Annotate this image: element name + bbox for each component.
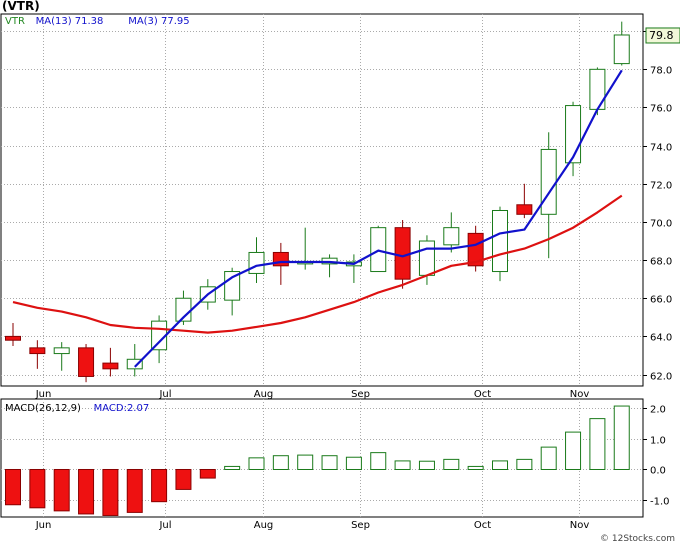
price-ytick-label: 78.0 <box>650 66 672 77</box>
candle-body <box>540 148 557 215</box>
legend-item-1: MA(13) 71.38 <box>36 16 104 27</box>
macd-bar <box>224 465 241 470</box>
candle-body <box>248 251 265 274</box>
macd-month-label: Oct <box>474 520 491 531</box>
macd-bar <box>443 458 460 470</box>
candle-body <box>492 209 508 273</box>
last-price-label: 79.8 <box>649 29 674 42</box>
candle-body <box>589 68 606 110</box>
price-ytick-label: 64.0 <box>650 333 672 344</box>
chart-title: (VTR) <box>2 0 40 13</box>
macd-bar <box>492 460 508 470</box>
macd-legend-item-1: MACD:2.07 <box>94 403 150 414</box>
ma13-line <box>12 194 623 334</box>
candle-body <box>29 347 46 355</box>
macd-bar <box>53 468 70 512</box>
price-month-label: Jun <box>35 389 52 400</box>
candle-body <box>126 358 143 370</box>
macd-bar <box>248 457 265 470</box>
macd-bar <box>370 452 387 470</box>
macd-ytick-label: 2.0 <box>650 405 666 416</box>
candle-body <box>418 240 435 276</box>
macd-bar <box>418 460 435 470</box>
macd-bar <box>175 468 192 490</box>
macd-bar <box>613 405 630 470</box>
macd-bar <box>565 431 582 470</box>
macd-bar <box>516 458 533 470</box>
macd-month-label: Sep <box>351 520 370 531</box>
macd-ytick-label: 1.0 <box>650 436 666 447</box>
price-ytick-label: 62.0 <box>650 372 672 383</box>
candle-body <box>613 34 630 65</box>
macd-bar <box>78 468 95 515</box>
macd-bar <box>589 418 606 470</box>
price-ytick-label: 68.0 <box>650 257 672 268</box>
ma3-line <box>134 69 623 368</box>
macd-bar <box>321 455 338 470</box>
macd-bar <box>199 468 216 479</box>
macd-ytick-label: 0.0 <box>650 466 666 477</box>
candle-body <box>467 232 484 267</box>
candle-body <box>102 362 119 370</box>
price-month-label: Nov <box>570 389 590 400</box>
candle-body <box>394 227 411 280</box>
price-ytick-label: 72.0 <box>650 181 672 192</box>
candle-body <box>5 335 21 341</box>
watermark: © 12Stocks.com <box>600 534 675 544</box>
macd-month-label: Jun <box>35 520 52 531</box>
price-month-label: Aug <box>254 389 274 400</box>
candle-body <box>78 347 95 377</box>
price-ytick-label: 74.0 <box>650 143 672 154</box>
candle-body <box>516 204 533 215</box>
macd-bar <box>467 465 484 470</box>
price-ytick-label: 76.0 <box>650 104 672 115</box>
macd-bar <box>151 468 168 503</box>
macd-bar <box>297 454 314 470</box>
candle-body <box>53 347 70 355</box>
macd-month-label: Aug <box>254 520 274 531</box>
candle-body <box>443 227 460 246</box>
macd-bar <box>345 456 362 470</box>
macd-bar <box>540 446 557 470</box>
legend-item-0: VTR <box>5 16 25 27</box>
last-price-box <box>645 27 680 44</box>
price-month-label: Sep <box>351 389 370 400</box>
legend-item-2: MA(3) 77.95 <box>128 16 189 27</box>
macd-bar <box>29 468 46 509</box>
macd-bar <box>126 468 143 513</box>
macd-bar <box>272 455 289 470</box>
macd-bar <box>5 468 21 506</box>
macd-bar <box>102 468 119 516</box>
macd-bar <box>394 460 411 470</box>
price-ytick-label: 70.0 <box>650 219 672 230</box>
macd-month-label: Jul <box>158 520 171 531</box>
candle-body <box>565 105 582 164</box>
price-month-label: Oct <box>474 389 491 400</box>
macd-month-label: Nov <box>570 520 590 531</box>
price-month-label: Jul <box>158 389 171 400</box>
macd-ytick-label: -1.0 <box>650 497 670 508</box>
macd-legend-item-0: MACD(26,12,9) <box>5 403 81 414</box>
price-ytick-label: 66.0 <box>650 295 672 306</box>
